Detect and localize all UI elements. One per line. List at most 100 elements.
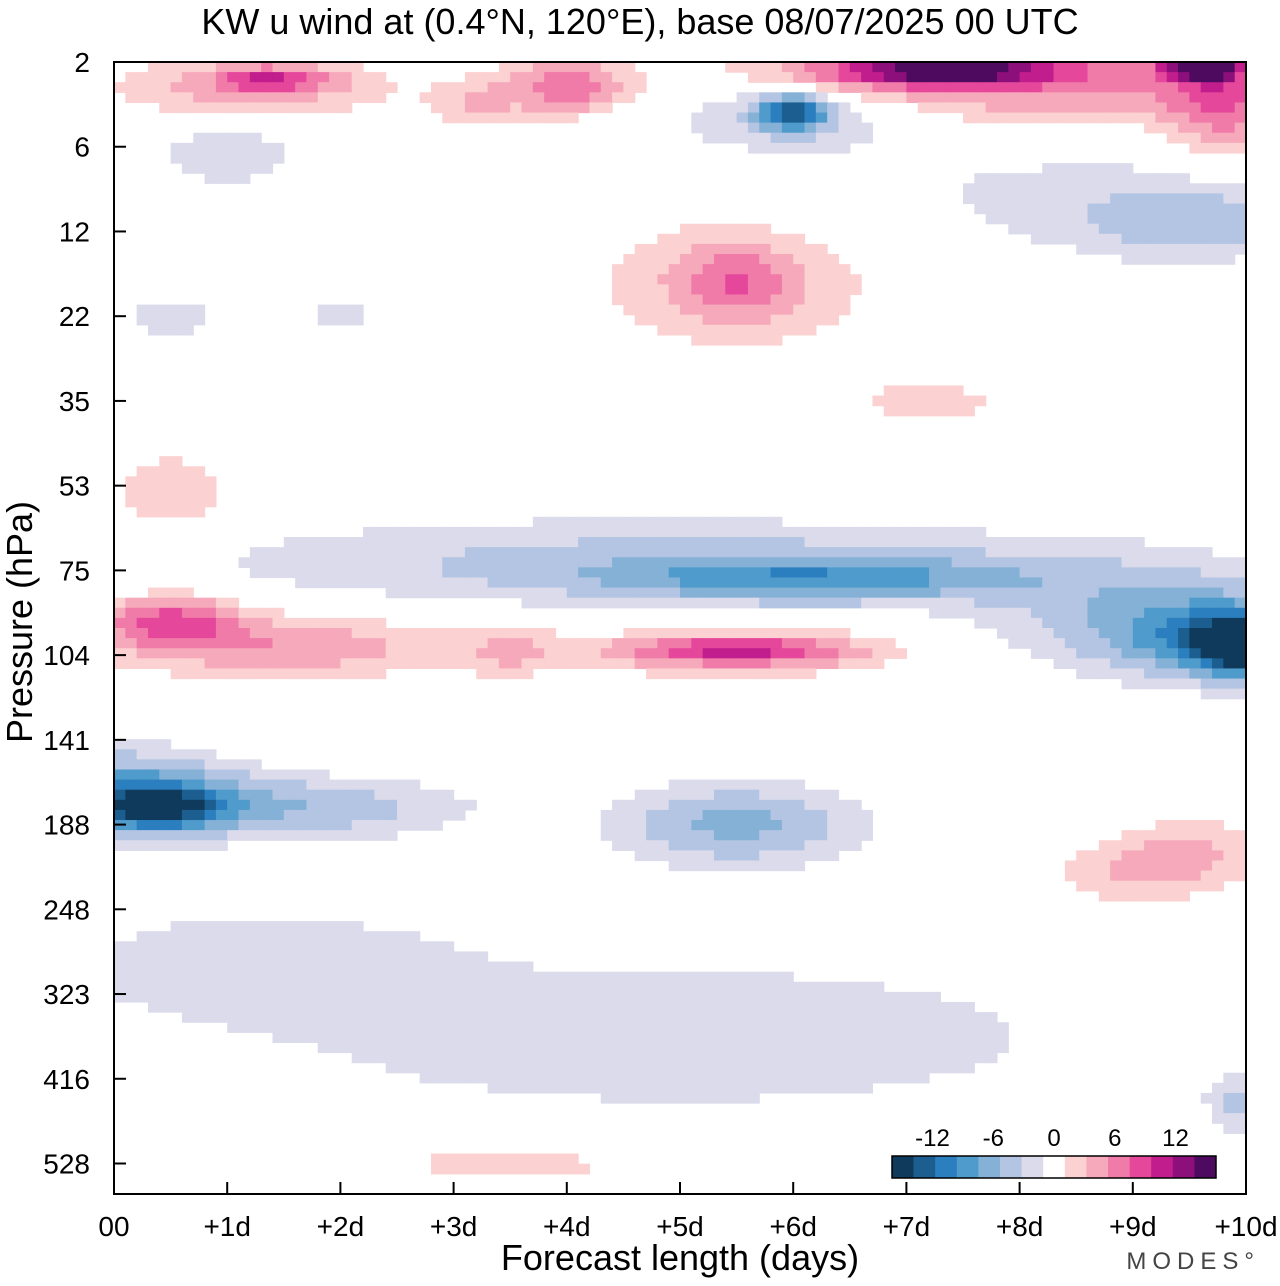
x-tick-label: +10d (1214, 1211, 1277, 1242)
heat-cell (985, 547, 998, 558)
heat-cell (680, 547, 692, 558)
heat-cell (929, 395, 941, 407)
heat-cell (397, 789, 409, 801)
heat-cell (917, 526, 930, 538)
heat-cell (283, 557, 296, 568)
heat-cell (1178, 233, 1190, 245)
heat-cell (951, 577, 964, 589)
heat-cell (1019, 62, 1032, 73)
heat-cell (363, 981, 375, 993)
heat-cell (646, 294, 658, 306)
heat-cell (1019, 223, 1032, 235)
heat-cell (147, 658, 160, 670)
heat-cell (657, 658, 670, 670)
heat-cell (430, 1001, 443, 1013)
heat-cell (623, 304, 636, 316)
heat-cell (713, 1022, 726, 1033)
colorbar-tick-label: 0 (1047, 1125, 1060, 1152)
heat-cell (940, 1042, 953, 1054)
heat-cell (181, 830, 194, 841)
heat-cell (442, 547, 455, 558)
heat-cell (1144, 547, 1157, 558)
heat-cell (510, 62, 523, 73)
heat-cell (306, 779, 319, 791)
heat-cell (793, 840, 806, 851)
heat-cell (1155, 840, 1168, 851)
heat-cell (1121, 638, 1134, 649)
heat-cell (985, 597, 998, 609)
heat-cell (464, 981, 477, 993)
heat-cell (759, 122, 772, 134)
heat-cell (147, 971, 160, 983)
heat-cell (1178, 840, 1190, 851)
heat-cell (1098, 870, 1111, 882)
heat-cell (170, 809, 183, 821)
heat-cell (510, 991, 523, 1003)
heat-cell (1223, 243, 1236, 255)
heat-cell (725, 294, 738, 306)
heat-cell (713, 860, 726, 872)
heat-cell (747, 547, 760, 558)
heat-cell (136, 830, 149, 841)
heat-cell (521, 1163, 534, 1175)
heat-cell (815, 102, 828, 114)
heat-cell (566, 537, 579, 548)
heat-cell (646, 264, 658, 275)
heat-cell (510, 102, 523, 114)
heat-cell (996, 62, 1009, 73)
heat-cell (612, 526, 624, 538)
heat-cell (759, 809, 772, 821)
heat-cell (1121, 537, 1134, 548)
heat-cell (895, 567, 907, 579)
heat-cell (963, 607, 975, 619)
heat-cell (680, 809, 692, 821)
heat-cell (1144, 557, 1157, 568)
heat-cell (725, 597, 738, 609)
colorbar: -12 -6 0 6 12 (891, 1125, 1217, 1179)
heat-cell (713, 223, 726, 235)
heat-cell (430, 577, 443, 589)
heat-cell (713, 526, 726, 538)
heat-cell (363, 809, 375, 821)
heat-cell (114, 799, 126, 811)
heat-cell (793, 587, 806, 599)
heat-cell (1189, 597, 1202, 609)
heat-cell (1019, 203, 1032, 215)
heat-cell (668, 789, 681, 801)
heat-cell (1042, 233, 1055, 245)
heat-cell (680, 840, 692, 851)
heat-cell (397, 557, 409, 568)
heat-cell (374, 1022, 387, 1033)
heat-cell (646, 789, 658, 801)
heat-cell (114, 991, 126, 1003)
heat-cell (1234, 142, 1246, 154)
heat-cell (510, 587, 523, 599)
heat-cell (657, 526, 670, 538)
heat-cell (668, 971, 681, 983)
heat-cell (136, 789, 149, 801)
heat-cell (193, 769, 206, 781)
heat-cell (646, 628, 658, 639)
heat-cell (397, 779, 409, 791)
heat-cell (476, 92, 489, 104)
heat-cell (793, 597, 806, 609)
heat-cell (261, 547, 274, 558)
heat-cell (521, 961, 534, 973)
heat-cell (1019, 102, 1032, 114)
heat-cell (906, 597, 919, 609)
heat-cell (1098, 112, 1111, 124)
heat-cell (770, 92, 783, 104)
heat-cell (747, 243, 760, 255)
heat-cell (147, 830, 160, 841)
heat-cell (363, 971, 375, 983)
heat-cell (1121, 880, 1134, 892)
heat-cell (193, 799, 206, 811)
heat-cell (295, 102, 308, 114)
heat-cell (1212, 628, 1224, 639)
heat-cell (295, 921, 308, 932)
heat-cell (1189, 193, 1202, 205)
heat-cell (770, 1052, 783, 1064)
heat-cell (544, 537, 557, 548)
heat-cell (725, 628, 738, 639)
heat-cell (204, 820, 217, 831)
